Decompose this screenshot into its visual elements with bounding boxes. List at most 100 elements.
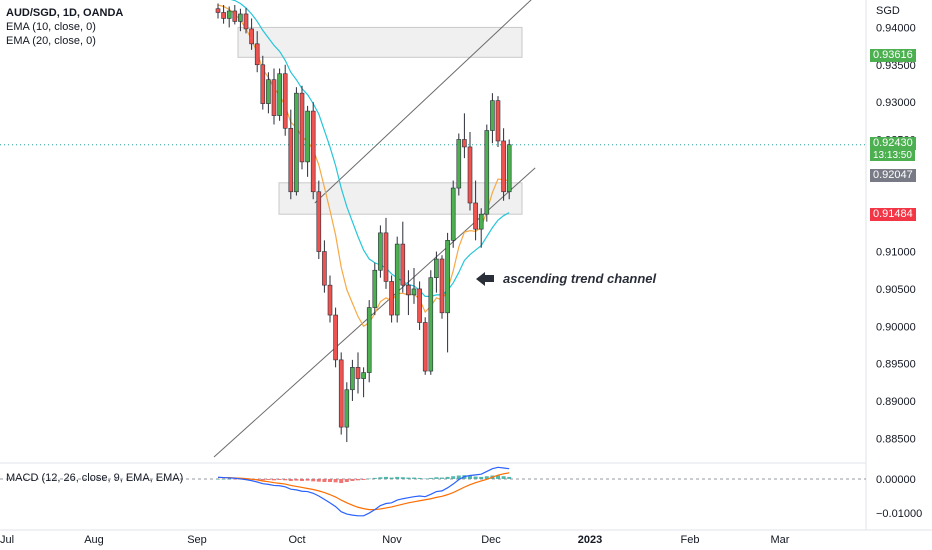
candle — [400, 221, 406, 293]
price-tick-label: 0.90500 — [876, 284, 916, 296]
candle-body — [327, 284, 333, 316]
candle-body — [254, 43, 260, 66]
stop-price-badge: 0.91484 — [870, 208, 916, 222]
candle-body — [456, 139, 462, 189]
macd-histogram-bar — [227, 478, 232, 480]
candle — [450, 180, 456, 248]
macd-histogram-bar — [507, 476, 512, 479]
macd-histogram-bar — [451, 476, 456, 479]
candle — [238, 8, 243, 32]
macd-histogram-bar — [473, 476, 478, 479]
candle-body — [288, 127, 294, 193]
candle — [288, 109, 294, 200]
candle — [428, 270, 434, 375]
candle — [254, 31, 260, 73]
macd-histogram-bar — [456, 475, 461, 479]
macd-histogram-bar — [423, 478, 428, 480]
candle-body — [226, 10, 232, 19]
candle-body — [221, 12, 226, 19]
candle-body — [310, 110, 316, 193]
ema20-line — [230, 0, 510, 297]
macd-tick-label: 0.00000 — [876, 474, 916, 486]
candle-body — [484, 130, 490, 215]
candle-body — [294, 92, 299, 193]
symbol-label: AUD/SGD, 1D, OANDA — [6, 7, 124, 19]
macd-histogram-bar — [440, 477, 444, 479]
candle — [243, 7, 249, 34]
macd-histogram-bar — [361, 478, 366, 480]
macd-histogram-bar — [367, 478, 372, 480]
macd-histogram-bar — [468, 475, 472, 479]
macd-histogram-bar — [305, 478, 310, 481]
candle-body — [361, 372, 366, 379]
candle-body — [366, 307, 372, 373]
candle-body — [400, 243, 406, 286]
arrow-left-icon — [476, 271, 485, 286]
candle-body — [473, 202, 478, 230]
price-tick-label: 0.89500 — [876, 359, 916, 371]
macd-histogram-bar — [445, 476, 450, 479]
candle — [226, 6, 232, 28]
macd-histogram-bar — [378, 477, 383, 479]
candle-body — [428, 277, 434, 372]
candle — [495, 96, 501, 147]
candle — [383, 217, 389, 289]
candle-body — [467, 146, 473, 204]
candle-body — [506, 144, 512, 193]
macd-histogram-bar — [300, 478, 304, 481]
macd-histogram-bar — [277, 478, 282, 480]
candle — [478, 208, 484, 248]
macd-histogram-bar — [434, 477, 439, 479]
candle-body — [422, 322, 428, 372]
candle-body — [439, 258, 445, 314]
candle — [232, 5, 238, 25]
candle — [422, 317, 428, 375]
macd-histogram-bar — [339, 478, 344, 484]
macd-histogram-bar — [501, 476, 506, 479]
price-axis-unit: SGD — [876, 5, 900, 17]
candle — [350, 359, 355, 401]
candle-body — [271, 79, 277, 116]
candle-body — [215, 8, 221, 13]
macd-histogram-bar — [372, 477, 377, 479]
candle-body — [378, 232, 383, 271]
macd-histogram-bar — [350, 478, 355, 481]
macd-histogram-bar — [294, 478, 299, 481]
candle — [372, 262, 378, 316]
candle-body — [417, 288, 422, 323]
candle-body — [478, 213, 484, 230]
candle — [266, 72, 271, 114]
macd-histogram-bar — [283, 478, 288, 481]
macd-histogram-bar — [288, 478, 293, 481]
time-tick-label: Mar — [771, 534, 790, 546]
candle — [389, 275, 394, 323]
candle-body — [266, 79, 271, 104]
candle-body — [243, 13, 249, 30]
price-tick-label: 0.89000 — [876, 396, 916, 408]
candle — [366, 300, 372, 383]
candle — [305, 105, 310, 177]
candle-body — [501, 140, 506, 193]
candle — [221, 5, 226, 24]
candle-body — [232, 10, 238, 22]
candle-body — [249, 28, 254, 45]
macd-signal-line — [218, 472, 510, 511]
candle — [271, 68, 277, 125]
entry-price-badge: 0.92047 — [870, 169, 916, 183]
chart-legend: AUD/SGD, 1D, OANDA EMA (10, close, 0) EM… — [6, 6, 123, 48]
macd-histogram-bar — [395, 476, 400, 479]
candle-body — [333, 314, 338, 361]
candle-body — [462, 139, 467, 148]
candle-body — [350, 367, 355, 391]
candle — [462, 113, 467, 159]
macd-histogram-bar — [266, 478, 271, 480]
candle — [299, 85, 305, 170]
candle — [355, 352, 361, 394]
candle — [249, 18, 254, 50]
candle-body — [434, 258, 439, 278]
candle — [310, 102, 316, 200]
macd-histogram-bar — [428, 477, 433, 479]
candle — [394, 236, 400, 323]
channel-line-upper — [314, 0, 532, 204]
